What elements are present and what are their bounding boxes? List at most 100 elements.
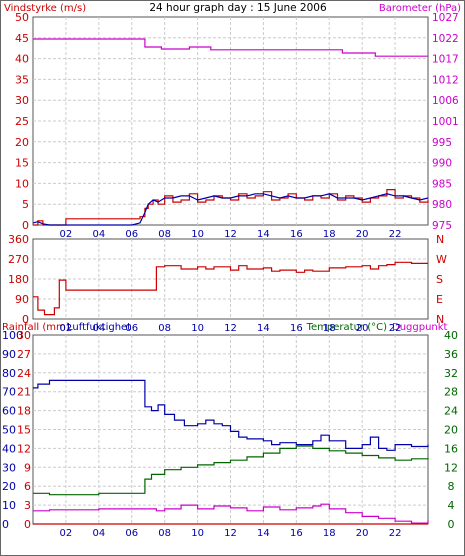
panel-1-wind-tick-1: 5 [22, 198, 29, 211]
panel-1-wind-tick-9: 45 [15, 32, 29, 45]
panel-3-humidity-tick-0: 0 [2, 518, 9, 531]
panel-3-rain-tick-4: 12 [17, 442, 31, 455]
panel-1-baro-tick-1: 980 [432, 199, 452, 211]
panel-3-humidity-tick-8: 80 [2, 367, 16, 380]
panel-1-wind-tick-8: 40 [15, 53, 29, 66]
panel-1-baro-tick-2: 985 [432, 178, 452, 190]
panel-1-xtick-22: 22 [389, 229, 402, 240]
panel-2-compass-tick-0: N [436, 313, 444, 326]
panel-3-rain-tick-10: 30 [17, 329, 31, 342]
panel-3-temp-tick-2: 8 [448, 480, 455, 493]
panel-1-xtick-10: 10 [191, 229, 204, 240]
panel-2-xtick-20: 20 [356, 323, 369, 334]
panel-1-xtick-02: 02 [60, 229, 73, 240]
panel-2-xtick-16: 16 [290, 323, 303, 334]
panel-3-humidity-tick-4: 40 [2, 442, 16, 455]
panel-1-baro-tick-5: 1001 [432, 116, 459, 128]
panel-3-xtick-22: 22 [389, 528, 402, 539]
panel-1-baro-tick-8: 1017 [432, 54, 459, 66]
panel-2-degree-tick-1: 90 [15, 293, 29, 306]
panel-1-wind-tick-7: 35 [15, 73, 29, 86]
panel-1-xtick-16: 16 [290, 229, 303, 240]
panel-2-xtick-22: 22 [389, 323, 402, 334]
panel-3-xtick-16: 16 [290, 528, 303, 539]
panel-3-xtick-02: 02 [60, 528, 73, 539]
panel-1-wind-tick-4: 20 [15, 136, 29, 149]
panel-3-temp-tick-10: 40 [444, 329, 458, 342]
panel-3-temp-tick-0: 0 [448, 518, 455, 531]
panel-3-rain-tick-3: 9 [24, 461, 31, 474]
panel-1-xtick-08: 08 [158, 229, 171, 240]
panel-3-rain-tick-7: 21 [17, 386, 31, 399]
panel3-rainfall-label: Rainfall (mm) [2, 322, 70, 333]
panel-3-rain-tick-1: 3 [24, 499, 31, 512]
panel-3-xtick-04: 04 [92, 528, 105, 539]
panel-3-xtick-10: 10 [191, 528, 204, 539]
panel-3-xtick-20: 20 [356, 528, 369, 539]
panel-2-xtick-06: 06 [125, 323, 138, 334]
panel-1-xtick-06: 06 [125, 229, 138, 240]
panel-3-xtick-08: 08 [158, 528, 171, 539]
panel3-temperature-label: Temperatur (°C) [306, 322, 387, 333]
panel-2-xtick-12: 12 [224, 323, 237, 334]
panel-1-xtick-20: 20 [356, 229, 369, 240]
panel-2-xtick-02: 02 [60, 323, 73, 334]
panel-1-xtick-14: 14 [257, 229, 270, 240]
panel-3-temp-tick-7: 28 [444, 386, 458, 399]
panel-3-xtick-06: 06 [125, 528, 138, 539]
panel-2-compass-tick-2: S [436, 273, 443, 286]
panel-3-humidity-tick-7: 70 [2, 386, 16, 399]
panel-1-wind-tick-10: 50 [15, 11, 29, 24]
series-barometer-line [33, 38, 428, 57]
panel-2-xtick-10: 10 [191, 323, 204, 334]
panel-1-baro-tick-0: 975 [432, 220, 452, 232]
panel-3-humidity-tick-5: 50 [2, 424, 16, 437]
panel-3-xtick-18: 18 [323, 528, 336, 539]
panel-3-humidity-tick-2: 20 [2, 480, 16, 493]
panel-3-temp-tick-6: 24 [444, 405, 458, 418]
panel-3-humidity-tick-9: 90 [2, 348, 16, 361]
panel-2-compass-tick-4: N [436, 233, 444, 246]
panel-1-wind-tick-2: 10 [15, 177, 29, 190]
panel-3-temp-tick-1: 4 [448, 499, 455, 512]
series-dewpoint-line [33, 503, 429, 524]
panel3-humidity-label: Luftfuktighet [67, 322, 131, 333]
panel3-dewpoint-label: Duggpunkt [392, 322, 448, 333]
panel-1-baro-tick-9: 1022 [432, 33, 459, 45]
panel-3-temp-tick-5: 20 [444, 424, 458, 437]
panel-3-rain-tick-5: 15 [17, 424, 31, 437]
panel-3-temp-tick-3: 12 [444, 461, 458, 474]
panel-2-degree-tick-0: 0 [22, 313, 29, 326]
panel-3-xtick-14: 14 [257, 528, 270, 539]
panel-3-humidity-tick-1: 10 [2, 499, 16, 512]
panel-3-rain-tick-6: 18 [17, 405, 31, 418]
series-temperature-line [33, 445, 429, 496]
panel-3-humidity-tick-3: 30 [2, 461, 16, 474]
panel-2-degree-tick-4: 360 [8, 233, 29, 246]
panel-1-wind-tick-6: 30 [15, 94, 29, 107]
panel-1-baro-tick-3: 990 [432, 158, 452, 170]
panel-1-baro-tick-7: 1012 [432, 74, 459, 86]
panel-2-xtick-08: 08 [158, 323, 171, 334]
panel-3-rain-tick-8: 24 [17, 367, 31, 380]
panel-2-compass-tick-3: W [436, 253, 447, 266]
panel-1-baro-tick-6: 1006 [432, 95, 459, 107]
chart-title: 24 hour graph day : 15 June 2006 [149, 2, 327, 14]
panel-3-temp-tick-4: 16 [444, 442, 458, 455]
panel-3-humidity-tick-6: 60 [2, 405, 16, 418]
panel-1-wind-tick-0: 0 [22, 219, 29, 232]
panel-2-xtick-04: 04 [92, 323, 105, 334]
panel-1-xtick-04: 04 [92, 229, 105, 240]
panel-3-humidity-tick-10: 100 [2, 329, 23, 342]
panel-3-temp-tick-8: 32 [444, 367, 458, 380]
panel-3-rain-tick-0: 0 [24, 518, 31, 531]
panel-2-xtick-14: 14 [257, 323, 270, 334]
left-axis-label-wind: Vindstyrke (m/s) [4, 3, 86, 14]
series-direction-line [33, 261, 428, 316]
panel-3-rain-tick-2: 6 [24, 480, 31, 493]
panel-1-xtick-12: 12 [224, 229, 237, 240]
panel-2-xtick-18: 18 [323, 323, 336, 334]
right-axis-label-barometer: Barometer (hPa) [379, 3, 461, 14]
